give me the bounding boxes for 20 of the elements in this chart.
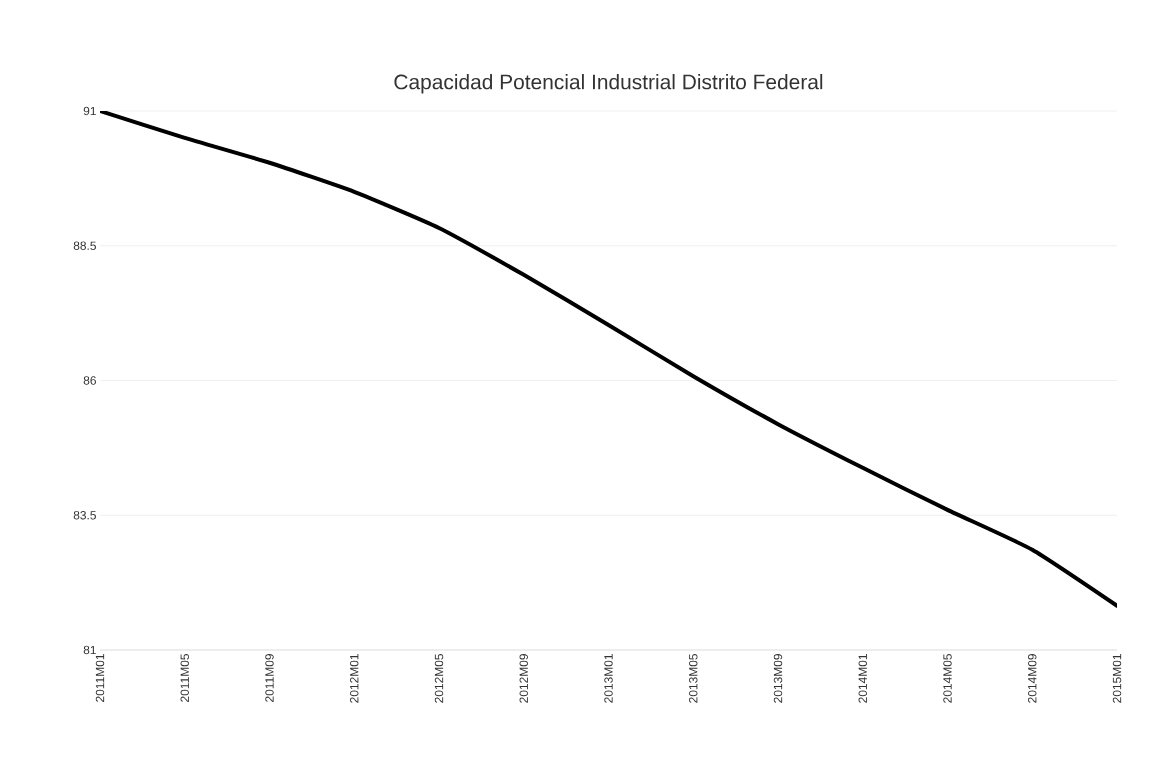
x-tick-label: 2013M01	[604, 654, 613, 703]
x-tick-label: 2013M05	[689, 654, 698, 703]
x-tick-label: 2013M09	[773, 654, 783, 703]
chart-title: Capacidad Potencial Industrial Distrito Federal	[394, 74, 823, 94]
y-tick-label: 86	[83, 376, 96, 385]
line-series	[100, 110, 1118, 608]
x-tick-label: 2011M05	[180, 654, 189, 702]
x-tick-label: 2012M01	[350, 654, 359, 703]
y-tick-label: 91	[83, 106, 96, 116]
y-tick-label: 83.5	[73, 511, 96, 520]
x-tick-label: 2014M01	[858, 654, 867, 703]
x-tick-label: 2014M05	[943, 654, 952, 703]
y-tick-label: 88.5	[73, 241, 96, 250]
x-tick-label: 2012M09	[519, 654, 528, 703]
y-tick-label: 81	[83, 645, 96, 655]
x-tick-label: 2011M01	[95, 654, 105, 702]
x-tick-label: 2011M09	[265, 654, 274, 702]
x-tick-label: 2014M09	[1028, 654, 1037, 703]
x-tick-label: 2015M01	[1112, 654, 1122, 703]
x-tick-label: 2012M05	[434, 654, 444, 703]
